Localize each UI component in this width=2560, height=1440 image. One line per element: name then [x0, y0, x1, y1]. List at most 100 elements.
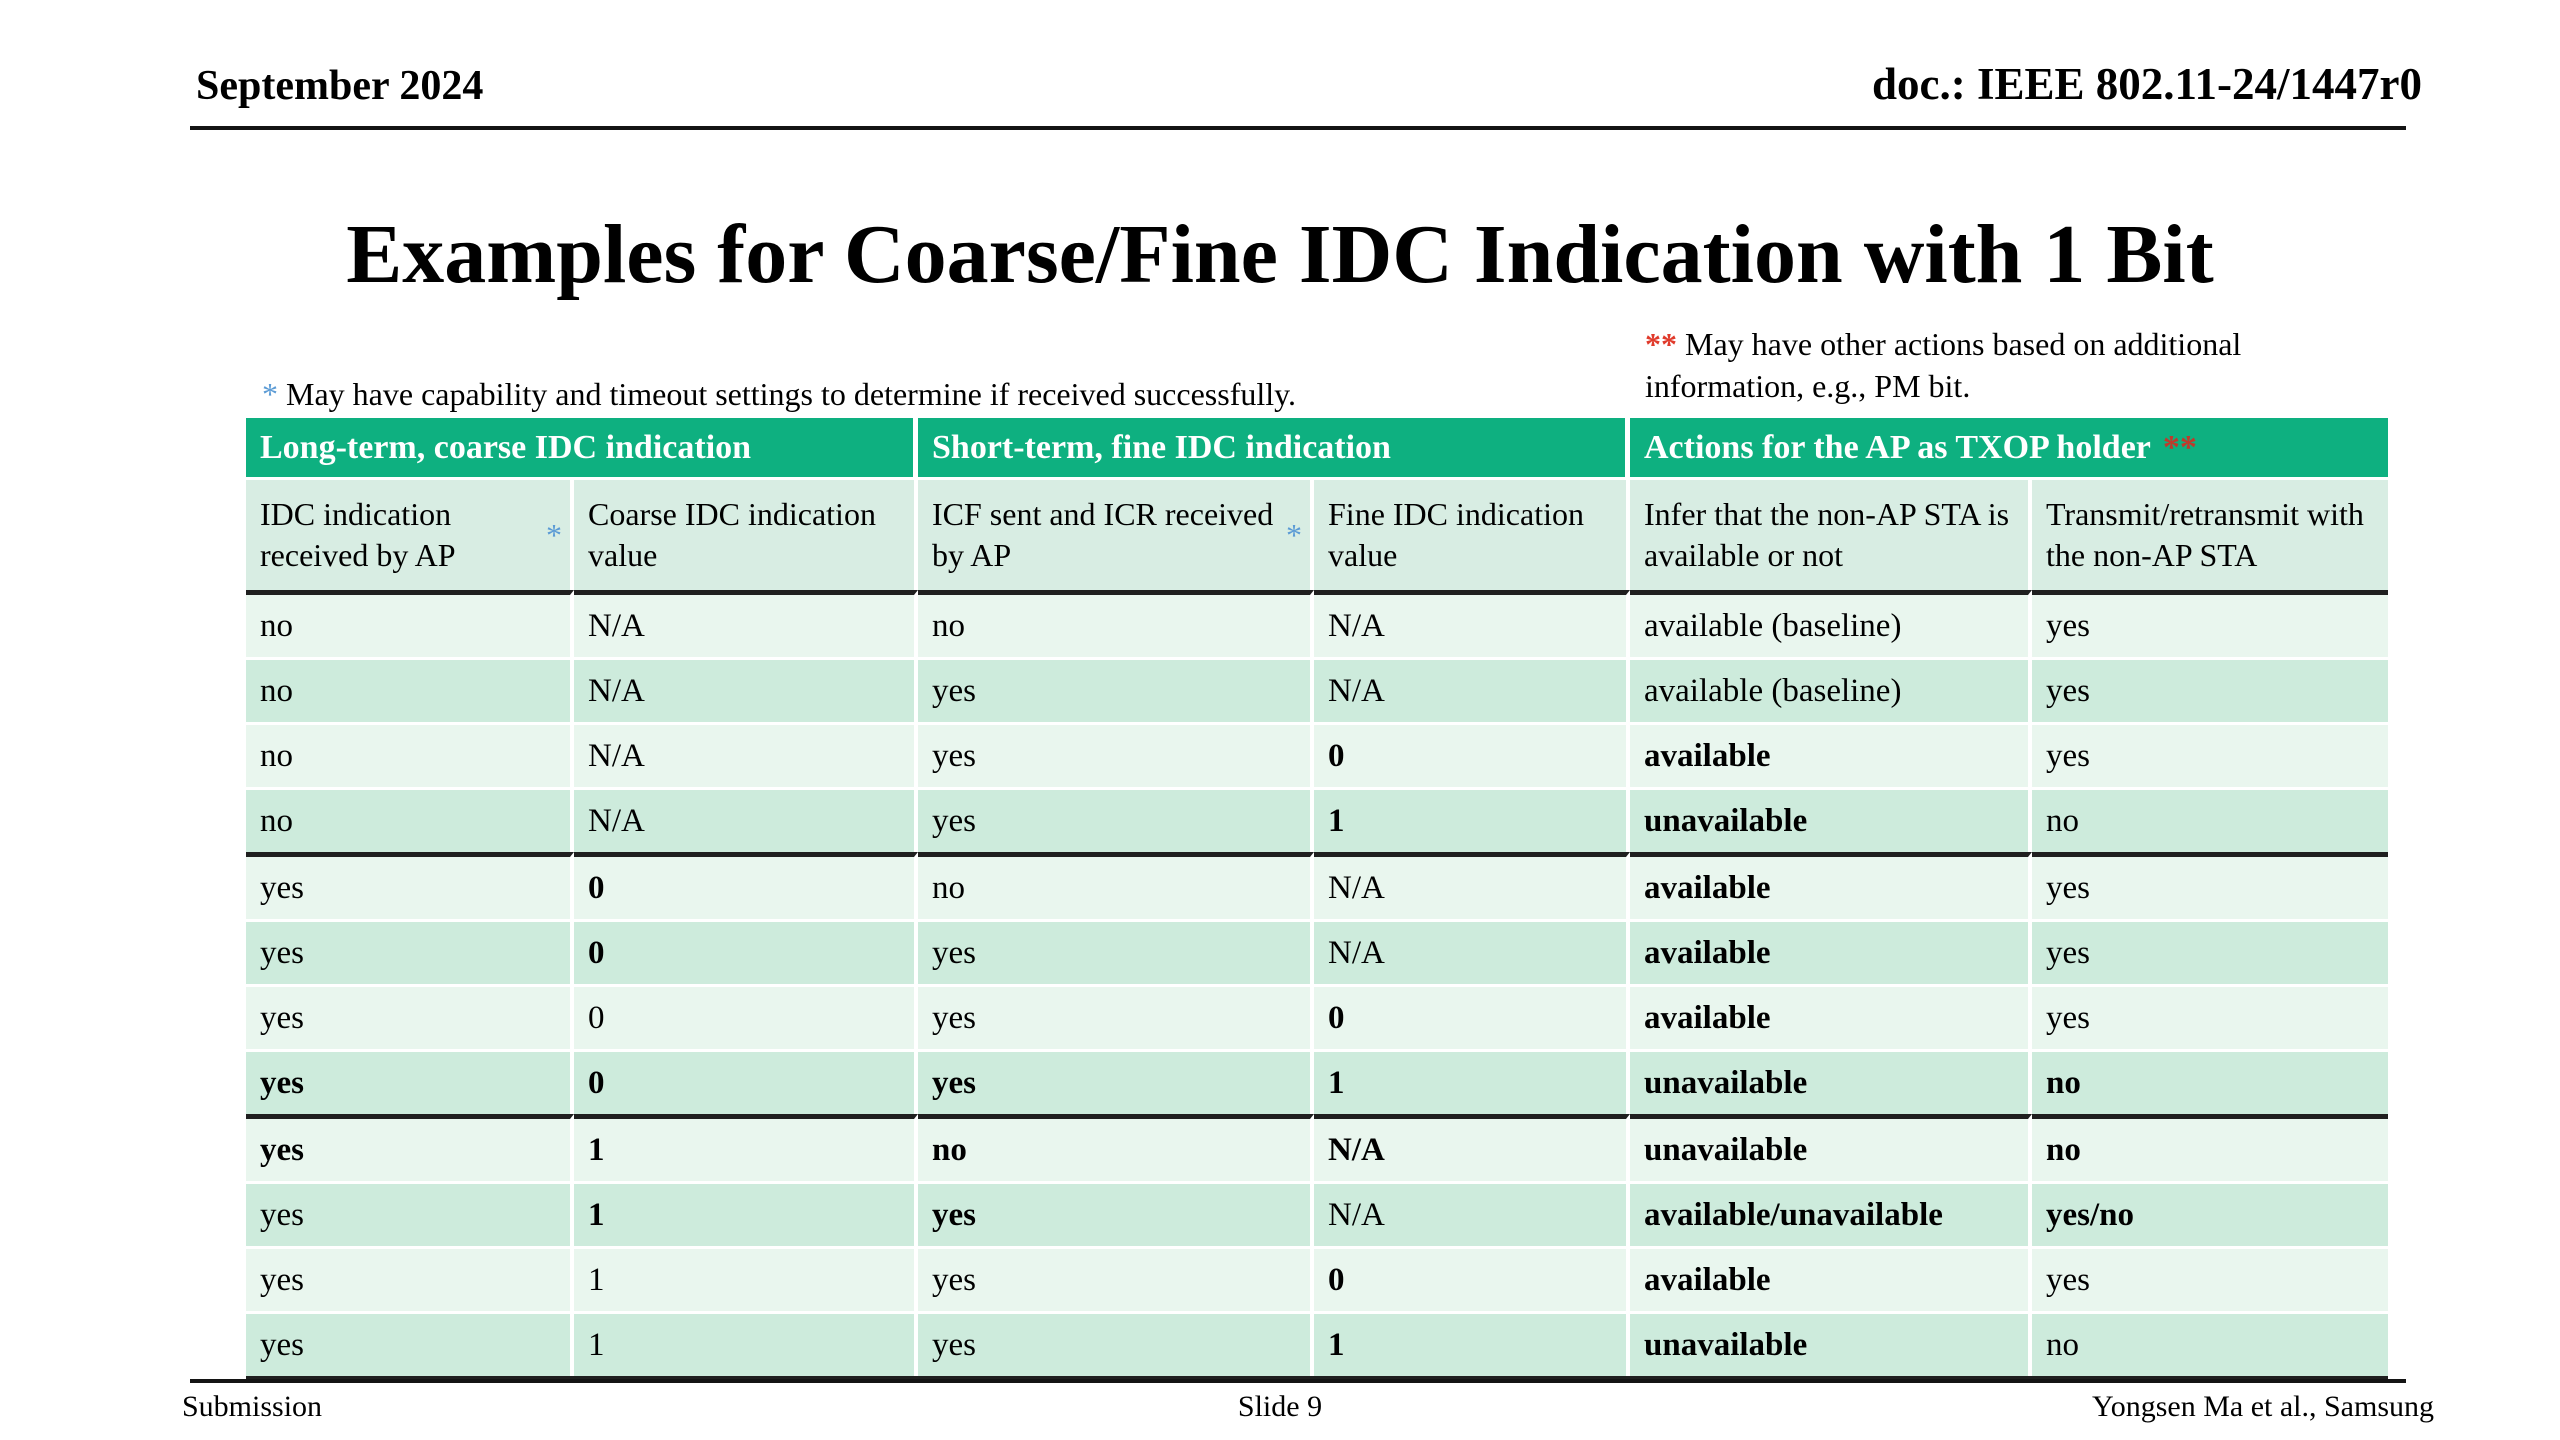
column-header-label: Transmit/retransmit with the non-AP STA	[2046, 496, 2364, 573]
table-cell: yes	[918, 657, 1314, 722]
column-header-cell: IDC indication received by AP *	[246, 477, 574, 590]
table-cell: yes/no	[2032, 1181, 2388, 1246]
table-cell: N/A	[574, 657, 918, 722]
table-cell: N/A	[1314, 919, 1630, 984]
column-header-label: ICF sent and ICR received by AP	[932, 496, 1274, 573]
table-cell: available (baseline)	[1630, 590, 2032, 657]
asterisk-marker: *	[546, 516, 562, 553]
column-header-cell: ICF sent and ICR received by AP *	[918, 477, 1314, 590]
table-cell: 1	[1314, 1049, 1630, 1114]
asterisk-marker: *	[262, 376, 278, 412]
double-asterisk-marker: **	[2162, 428, 2197, 466]
asterisk-marker: *	[1286, 516, 1302, 553]
footnote-left: * May have capability and timeout settin…	[262, 376, 1296, 413]
table-cell: no	[246, 722, 574, 787]
table-cell: available	[1630, 1246, 2032, 1311]
page-header-date: September 2024	[196, 63, 484, 109]
double-asterisk-marker: **	[1645, 326, 1677, 362]
group-header-label: Actions for the AP as TXOP holder	[1644, 428, 2151, 466]
table-cell: 0	[574, 852, 918, 919]
table-cell: 0	[1314, 984, 1630, 1049]
column-header-cell: Coarse IDC indication value	[574, 477, 918, 590]
table-cell: N/A	[1314, 657, 1630, 722]
group-header-label: Short-term, fine IDC indication	[932, 428, 1391, 466]
table-cell: no	[2032, 787, 2388, 852]
table-cell: yes	[918, 984, 1314, 1049]
footer-divider	[190, 1379, 2406, 1383]
table-cell: N/A	[1314, 852, 1630, 919]
table-cell: 1	[574, 1181, 918, 1246]
table-cell: yes	[246, 852, 574, 919]
table-cell: yes	[918, 1181, 1314, 1246]
table-cell: yes	[246, 1049, 574, 1114]
footnote-right: ** May have other actions based on addit…	[1645, 324, 2395, 407]
group-header-label: Long-term, coarse IDC indication	[260, 428, 752, 466]
table-cell: yes	[2032, 852, 2388, 919]
column-header-label: Fine IDC indication value	[1328, 496, 1584, 573]
table-cell: no	[918, 852, 1314, 919]
table-cell: 1	[1314, 787, 1630, 852]
table-cell: 1	[574, 1246, 918, 1311]
table-cell: unavailable	[1630, 1311, 2032, 1376]
table-cell: 0	[574, 1049, 918, 1114]
table-cell: N/A	[574, 787, 918, 852]
slide-title: Examples for Coarse/Fine IDC Indication …	[346, 208, 2214, 301]
table-cell: available	[1630, 984, 2032, 1049]
table-cell: no	[2032, 1049, 2388, 1114]
table-cell: available	[1630, 919, 2032, 984]
table-cell: 0	[1314, 1246, 1630, 1311]
table-cell: N/A	[574, 722, 918, 787]
footer-submission: Submission	[182, 1390, 323, 1423]
table-cell: yes	[2032, 657, 2388, 722]
table-cell: N/A	[1314, 590, 1630, 657]
table-cell: yes	[246, 1246, 574, 1311]
table-cell: 0	[1314, 722, 1630, 787]
table-cell: unavailable	[1630, 1049, 2032, 1114]
table-cell: no	[246, 590, 574, 657]
table-cell: yes	[2032, 984, 2388, 1049]
column-header-cell: Fine IDC indication value	[1314, 477, 1630, 590]
column-header-label: Coarse IDC indication value	[588, 496, 876, 573]
table-cell: yes	[246, 984, 574, 1049]
column-header-label: Infer that the non-AP STA is available o…	[1644, 496, 2010, 573]
table-cell: N/A	[1314, 1181, 1630, 1246]
table-cell: no	[246, 787, 574, 852]
table-cell: yes	[918, 722, 1314, 787]
table-cell: N/A	[1314, 1114, 1630, 1181]
table-cell: available	[1630, 852, 2032, 919]
footer-slide-number: Slide 9	[1237, 1390, 1323, 1423]
table-cell: no	[918, 590, 1314, 657]
table-cell: no	[918, 1114, 1314, 1181]
footer-authors: Yongsen Ma et al., Samsung	[2092, 1390, 2434, 1423]
table-cell: yes	[2032, 590, 2388, 657]
table-cell: available	[1630, 722, 2032, 787]
table-cell: available (baseline)	[1630, 657, 2032, 722]
table-cell: yes	[246, 1181, 574, 1246]
table-cell: unavailable	[1630, 1114, 2032, 1181]
table-cell: 1	[574, 1114, 918, 1181]
table-cell: yes	[246, 919, 574, 984]
table-cell: no	[2032, 1114, 2388, 1181]
table-cell: yes	[246, 1114, 574, 1181]
table-cell: yes	[918, 919, 1314, 984]
column-header-cell: Infer that the non-AP STA is available o…	[1630, 477, 2032, 590]
table-cell: yes	[918, 787, 1314, 852]
table-cell: yes	[246, 1311, 574, 1376]
table-cell: N/A	[574, 590, 918, 657]
table-cell: yes	[2032, 919, 2388, 984]
column-header-label: IDC indication received by AP	[260, 496, 456, 573]
column-header-cell: Transmit/retransmit with the non-AP STA	[2032, 477, 2388, 590]
group-header-cell: Long-term, coarse IDC indication	[246, 418, 918, 477]
table-cell: yes	[2032, 1246, 2388, 1311]
footnote-right-text: May have other actions based on addition…	[1645, 326, 2242, 404]
group-header-cell: Actions for the AP as TXOP holder **	[1630, 418, 2388, 477]
table-cell: 0	[574, 919, 918, 984]
table-cell: yes	[918, 1311, 1314, 1376]
page-header-doc-id: doc.: IEEE 802.11-24/1447r0	[1871, 59, 2422, 109]
table-cell: no	[2032, 1311, 2388, 1376]
header-divider	[190, 126, 2406, 130]
table-cell: no	[246, 657, 574, 722]
group-header-cell: Short-term, fine IDC indication	[918, 418, 1630, 477]
table-cell: available/unavailable	[1630, 1181, 2032, 1246]
table-cell: yes	[918, 1049, 1314, 1114]
